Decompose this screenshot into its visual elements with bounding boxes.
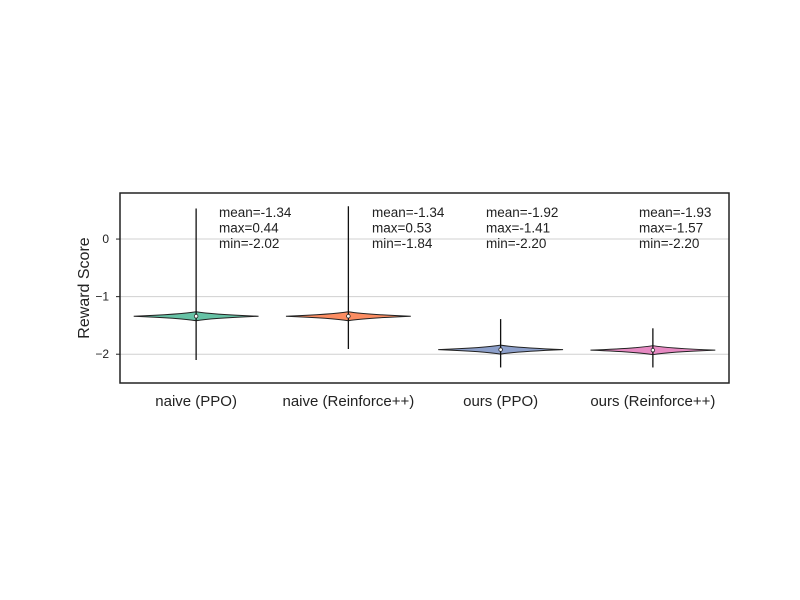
stat-annotation: min=-2.20: [486, 236, 546, 251]
stat-annotation: max=0.53: [372, 221, 432, 236]
y-tick-label: −1: [95, 290, 109, 304]
stat-annotation: mean=-1.92: [486, 205, 558, 220]
x-tick-label: naive (Reinforce++): [283, 393, 415, 410]
violin-1: [133, 208, 259, 360]
mean-marker: [650, 347, 656, 353]
violin-3: [438, 319, 564, 368]
x-tick-label: naive (PPO): [155, 393, 237, 410]
stat-annotation: mean=-1.34: [219, 205, 292, 220]
y-axis-label: Reward Score: [76, 237, 93, 338]
stat-annotation: mean=-1.93: [639, 205, 711, 220]
x-tick-labels: naive (PPO) naive (Reinforce++) ours (PPO)…: [155, 393, 715, 410]
mean-marker: [193, 314, 199, 319]
annotations: mean=-1.34max=0.44min=-2.02mean=-1.34max…: [219, 205, 711, 251]
y-tick-label: 0: [102, 232, 109, 246]
stat-annotation: min=-2.20: [639, 236, 699, 251]
violin-4: [590, 328, 716, 368]
stat-annotation: max=-1.57: [639, 221, 703, 236]
y-ticks: 0 −1 −2: [95, 232, 120, 361]
stat-annotation: max=0.44: [219, 221, 279, 236]
stat-annotation: mean=-1.34: [372, 205, 445, 220]
violin-2: [285, 206, 411, 350]
mean-marker: [346, 314, 351, 319]
x-tick-label: ours (PPO): [463, 393, 538, 410]
y-tick-label: −2: [95, 347, 109, 361]
stat-annotation: min=-1.84: [372, 236, 433, 251]
gridlines: [120, 238, 729, 355]
stat-annotation: min=-2.02: [219, 236, 279, 251]
stat-annotation: max=-1.41: [486, 221, 550, 236]
plot-frame: [119, 192, 730, 384]
x-tick-label: ours (Reinforce++): [590, 393, 715, 410]
mean-marker: [498, 347, 503, 352]
violins: [133, 206, 716, 368]
